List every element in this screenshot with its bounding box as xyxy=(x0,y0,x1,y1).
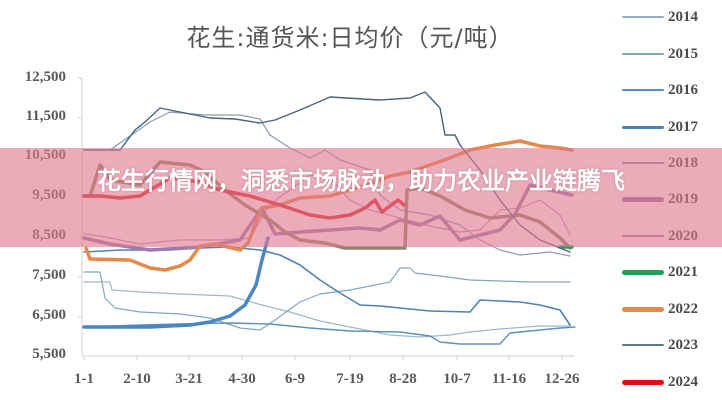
legend-item-2014[interactable]: 2014 xyxy=(622,8,698,26)
legend-swatch-icon xyxy=(622,269,664,275)
legend-item-2015[interactable]: 2015 xyxy=(622,45,698,63)
series-2014-line xyxy=(83,281,571,338)
x-tick-label: 4-30 xyxy=(228,371,256,387)
legend-item-2021[interactable]: 2021 xyxy=(622,263,698,281)
x-tick-label: 10-7 xyxy=(443,371,471,387)
legend-label: 2023 xyxy=(668,336,698,353)
legend-label: 2021 xyxy=(668,263,698,280)
series-2016-thick-line xyxy=(82,236,270,329)
legend-item-2016[interactable]: 2016 xyxy=(622,81,698,99)
legend-label: 2015 xyxy=(668,45,698,62)
legend-swatch-icon xyxy=(622,53,664,55)
legend-swatch-icon xyxy=(622,16,664,18)
legend-label: 2016 xyxy=(668,81,698,98)
x-tick-label: 7-19 xyxy=(336,371,364,387)
legend-item-2017[interactable]: 2017 xyxy=(622,118,698,136)
y-tick-label: 6,500 xyxy=(32,307,66,323)
x-tick-label: 6-9 xyxy=(285,371,305,387)
legend-item-2022[interactable]: 2022 xyxy=(622,300,698,318)
x-tick-label: 3-21 xyxy=(175,371,203,387)
legend-item-2023[interactable]: 2023 xyxy=(622,336,698,354)
y-tick-label: 12,500 xyxy=(24,69,66,85)
x-tick-label: 12-26 xyxy=(544,371,580,387)
legend-swatch-icon xyxy=(622,125,664,129)
legend-label: 2024 xyxy=(668,373,698,390)
banner-text: 花生行情网，洞悉市场脉动，助力农业产业链腾飞 xyxy=(97,167,625,195)
series-2017-line xyxy=(83,246,571,326)
x-tick-label: 2-10 xyxy=(123,371,151,387)
y-tick-label: 5,500 xyxy=(32,346,66,362)
x-tick-label: 1-1 xyxy=(74,371,94,387)
legend-label: 2022 xyxy=(668,300,698,317)
legend-swatch-icon xyxy=(622,344,664,346)
legend-item-2024[interactable]: 2024 xyxy=(622,373,698,391)
legend-swatch-icon xyxy=(622,306,664,312)
y-tick-label: 11,500 xyxy=(25,108,66,124)
series-2015-line xyxy=(83,267,571,331)
banner-overlay xyxy=(0,148,722,247)
x-tick-label: 11-16 xyxy=(491,371,527,387)
x-tick-label: 8-28 xyxy=(389,371,417,387)
legend-label: 2014 xyxy=(668,8,698,25)
series-2016-line xyxy=(83,322,576,345)
y-tick-label: 7,500 xyxy=(32,267,66,283)
legend-label: 2017 xyxy=(668,118,698,135)
legend-swatch-icon xyxy=(622,89,664,91)
chart-title: 花生:通货米:日均价（元/吨） xyxy=(186,24,514,52)
legend-swatch-icon xyxy=(622,379,664,385)
